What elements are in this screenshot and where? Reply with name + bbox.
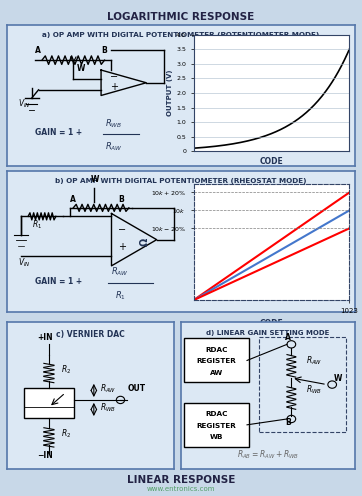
Text: REGISTER: REGISTER [197, 423, 236, 429]
Text: $R_{WB}$: $R_{WB}$ [105, 118, 122, 130]
Text: W: W [90, 176, 99, 185]
Text: $R_{AB} = R_{AW} + R_{WB}$: $R_{AB} = R_{AW} + R_{WB}$ [237, 448, 299, 460]
Text: +: + [110, 82, 118, 92]
Text: RDAC: RDAC [205, 411, 228, 417]
Text: RDAC: RDAC [205, 347, 228, 353]
Text: $R_2$: $R_2$ [60, 428, 71, 440]
Text: b) OP AMP WITH DIGITAL POTENTIOMETER (RHEOSTAT MODE): b) OP AMP WITH DIGITAL POTENTIOMETER (RH… [55, 178, 307, 184]
Text: REGISTER: REGISTER [197, 359, 236, 365]
Text: $R_{WB}$: $R_{WB}$ [306, 383, 322, 396]
Text: OUT: OUT [127, 384, 145, 393]
FancyBboxPatch shape [185, 403, 249, 447]
Text: A: A [35, 46, 41, 55]
Text: $V_{IN}$: $V_{IN}$ [18, 98, 30, 110]
Text: $R_{AW}$: $R_{AW}$ [105, 140, 122, 153]
Text: GAIN = 1 +: GAIN = 1 + [35, 277, 85, 286]
Text: $R_{WB}$: $R_{WB}$ [101, 401, 117, 414]
Text: AW: AW [210, 370, 223, 376]
Text: LOGARITHMIC RESPONSE: LOGARITHMIC RESPONSE [108, 12, 254, 22]
Text: W: W [334, 374, 342, 383]
Text: c) VERNIER DAC: c) VERNIER DAC [56, 330, 125, 339]
Text: GAIN = 1 +: GAIN = 1 + [35, 128, 85, 137]
Text: +: + [118, 242, 126, 252]
Text: B: B [101, 46, 107, 55]
Text: $V_{IN}$: $V_{IN}$ [18, 257, 30, 269]
Text: −: − [110, 72, 118, 82]
Text: B: B [285, 418, 291, 427]
Y-axis label: Ω: Ω [140, 238, 150, 246]
Text: d) LINEAR GAIN SETTING MODE: d) LINEAR GAIN SETTING MODE [206, 330, 329, 336]
FancyBboxPatch shape [185, 338, 249, 382]
Text: −IN: −IN [37, 451, 53, 460]
Bar [259, 337, 346, 432]
Text: a) OP AMP WITH DIGITAL POTENTIOMETER (POTENTIOMETER MODE): a) OP AMP WITH DIGITAL POTENTIOMETER (PO… [42, 32, 320, 38]
Bar [24, 388, 74, 418]
Text: W: W [77, 64, 85, 73]
Text: $R_1$: $R_1$ [31, 219, 42, 231]
Text: A: A [70, 195, 76, 204]
Text: A: A [285, 333, 291, 342]
Text: B: B [118, 195, 124, 204]
Text: $R_2$: $R_2$ [60, 363, 71, 375]
Text: WB: WB [210, 434, 223, 440]
Text: LINEAR RESPONSE: LINEAR RESPONSE [127, 475, 235, 485]
Y-axis label: OUTPUT (V): OUTPUT (V) [167, 70, 173, 116]
Text: www.entronics.com: www.entronics.com [147, 486, 215, 492]
Text: $R_{AW}$: $R_{AW}$ [306, 354, 323, 367]
Text: $R_1$: $R_1$ [115, 289, 126, 302]
X-axis label: CODE: CODE [260, 319, 283, 328]
Text: $R_{AW}$: $R_{AW}$ [101, 382, 117, 395]
Text: $R_{AW}$: $R_{AW}$ [111, 265, 129, 278]
Text: +IN: +IN [37, 333, 53, 342]
X-axis label: CODE: CODE [260, 157, 283, 166]
Text: −: − [118, 225, 127, 235]
